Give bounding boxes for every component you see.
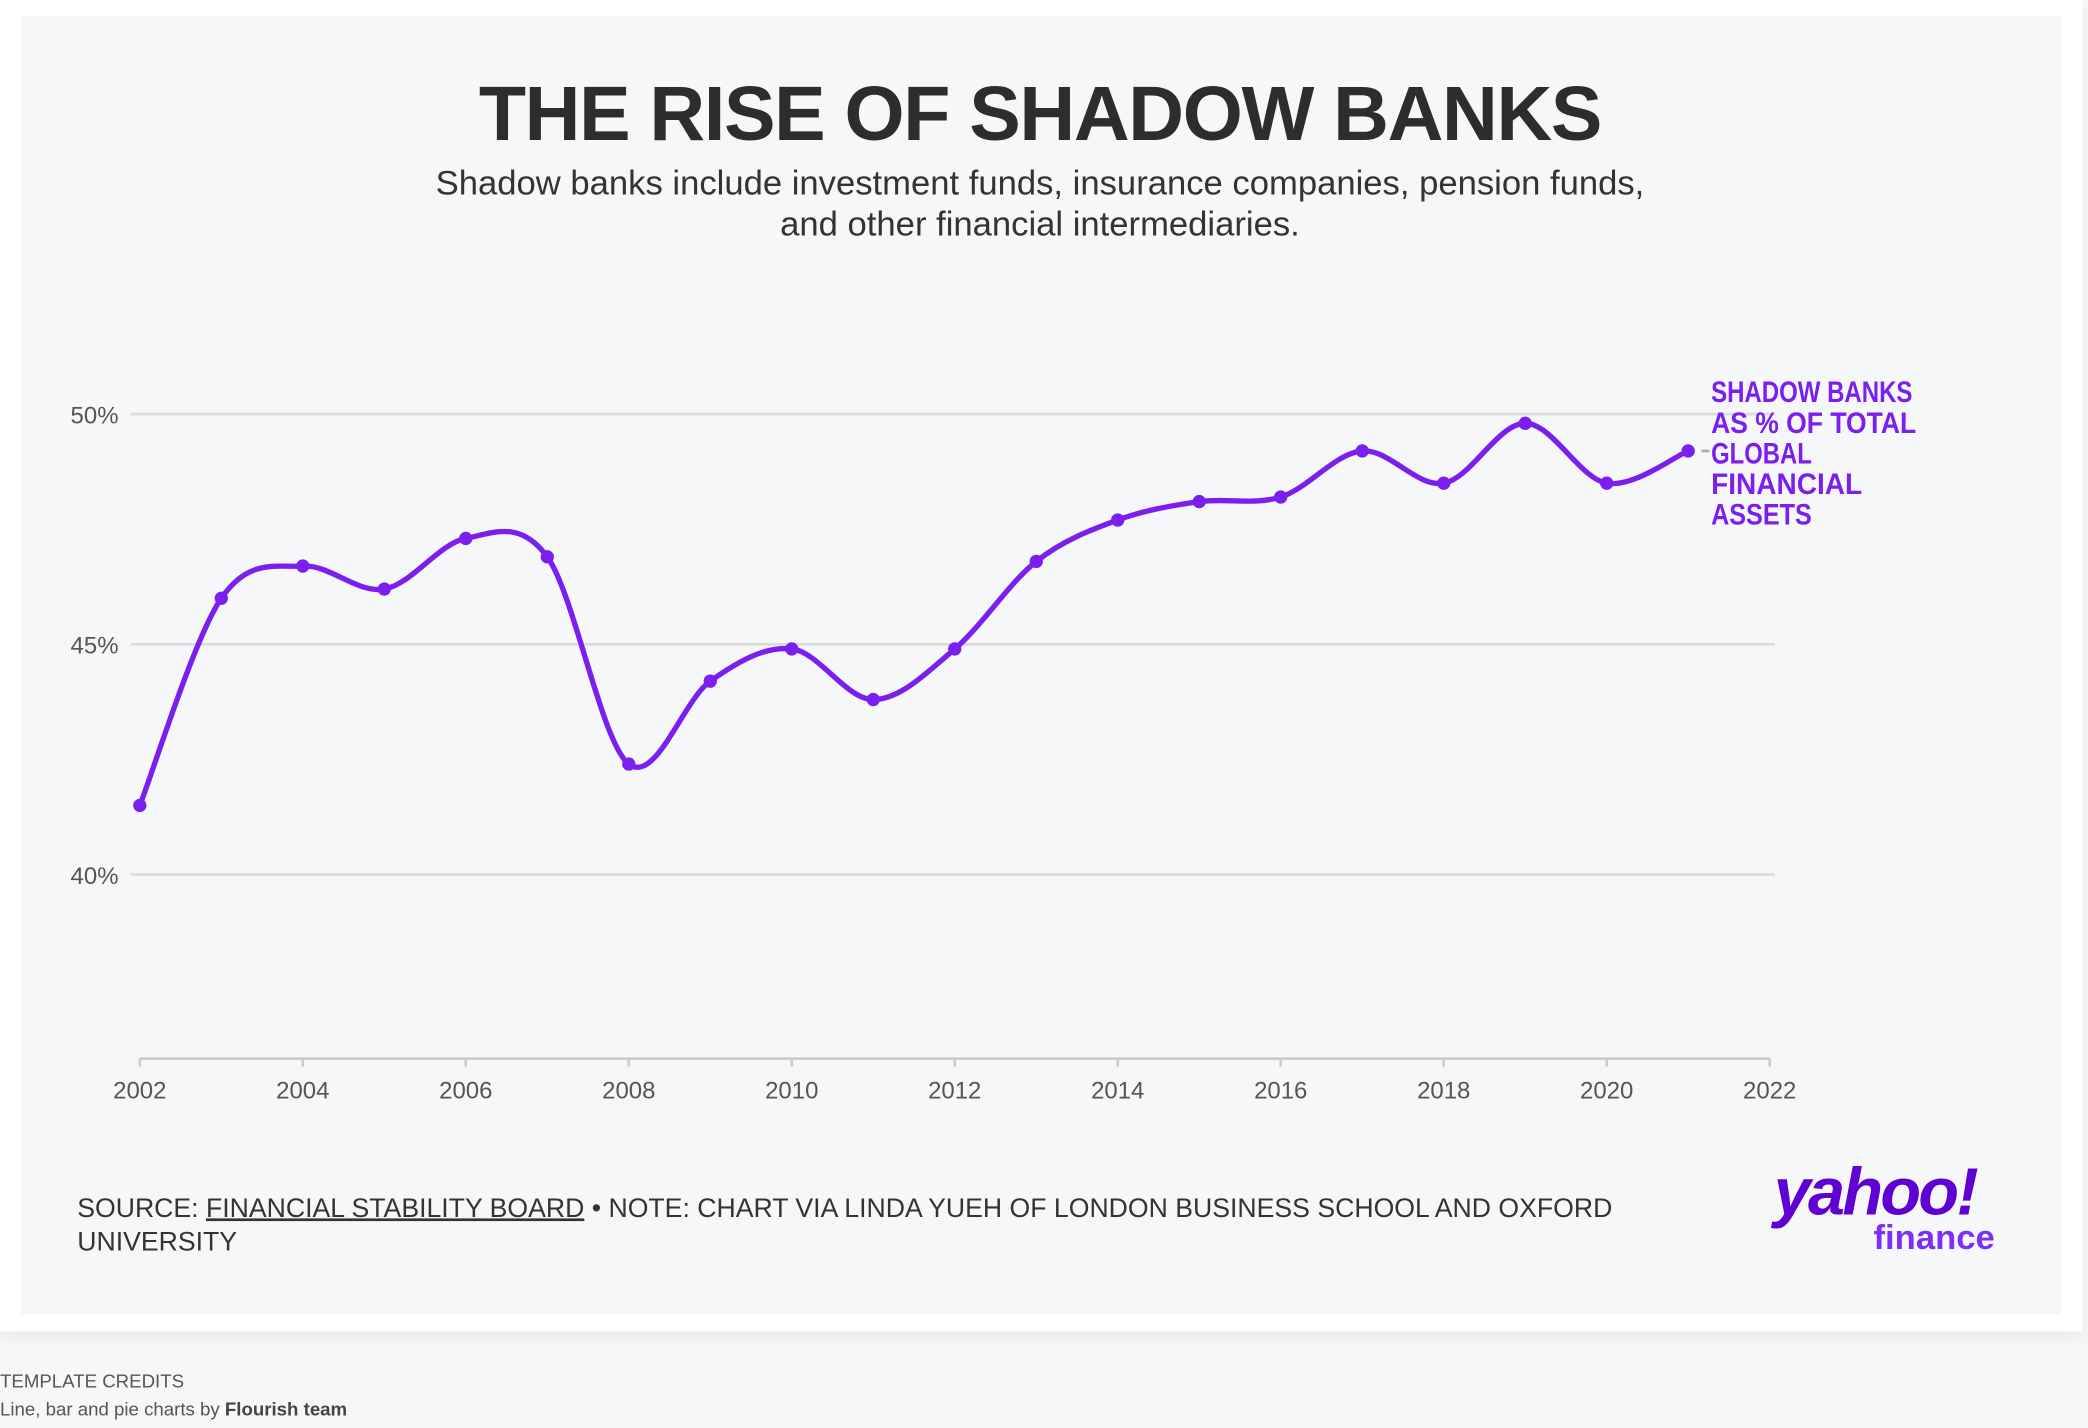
data-point [214, 591, 228, 605]
data-point [1518, 416, 1532, 430]
line-chart: 40% 45% 50% 2002 2004 2006 2008 2010 2012 2014 201… [71, 376, 1917, 1105]
data-point [540, 550, 554, 564]
credits-author[interactable]: Flourish team [224, 1398, 348, 1420]
data-point [1600, 476, 1614, 490]
y-tick-label: 45% [71, 633, 119, 660]
credits-heading: TEMPLATE CREDITS [0, 1370, 185, 1392]
x-tick-label: 2022 [1743, 1078, 1796, 1105]
chart-title: THE RISE OF SHADOW BANKS [478, 70, 1603, 158]
x-tick-label: 2006 [439, 1078, 492, 1105]
credits-text: Line, bar and pie charts by Flourish tea… [0, 1396, 347, 1424]
x-tick-label: 2008 [602, 1078, 655, 1105]
chart-panel [21, 15, 2062, 1315]
series-label: SHADOW BANKS [1711, 376, 1912, 409]
series-line [137, 420, 1690, 807]
source-note-text: • NOTE: CHART VIA LINDA YUEH OF LONDON B… [77, 1194, 1613, 1258]
x-tick-label: 2010 [765, 1078, 818, 1105]
x-tick-label: 2014 [1091, 1078, 1144, 1105]
data-point [459, 531, 473, 546]
x-tick-label: 2012 [928, 1078, 981, 1105]
data-point [1274, 490, 1288, 504]
data-point [296, 559, 310, 573]
series-label: AS % OF TOTAL [1711, 407, 1916, 440]
data-point [948, 642, 962, 656]
series-label: FINANCIAL [1711, 468, 1862, 501]
data-point [1029, 554, 1043, 569]
y-tick-label: 50% [71, 402, 119, 429]
source-note: SOURCE: FINANCIAL STABILITY BOARD • NOTE… [77, 1193, 1648, 1260]
data-point [622, 757, 636, 771]
data-point [1111, 513, 1125, 527]
template-credits: TEMPLATE CREDITS Line, bar and pie chart… [0, 1368, 347, 1424]
series-label: ASSETS [1711, 499, 1812, 532]
chart-subtitle: Shadow banks include investment funds, i… [0, 162, 2080, 245]
logo-main: yahoo! [1773, 1154, 1979, 1230]
data-point [785, 642, 799, 656]
data-point [1437, 476, 1451, 490]
data-point [133, 798, 147, 813]
x-tick-label: 2002 [113, 1078, 166, 1105]
data-point [1681, 444, 1695, 458]
x-tick-label: 2004 [276, 1078, 329, 1105]
credits-label: Line, bar and pie charts by [0, 1398, 225, 1420]
logo-sub: finance [1873, 1217, 1995, 1258]
x-tick-label: 2020 [1580, 1078, 1633, 1105]
subtitle-line: Shadow banks include investment funds, i… [435, 162, 1645, 203]
x-tick-label: 2018 [1417, 1078, 1470, 1105]
data-point [703, 674, 717, 688]
source-prefix: SOURCE: [77, 1194, 206, 1224]
data-point [1192, 494, 1206, 509]
subtitle-line: and other financial intermediaries. [780, 203, 1300, 244]
series-label: GLOBAL [1711, 437, 1812, 470]
x-tick-label: 2016 [1254, 1078, 1307, 1105]
data-point [1355, 444, 1369, 458]
data-point [866, 692, 880, 707]
data-point [377, 582, 391, 596]
y-tick-label: 40% [71, 863, 119, 890]
source-link[interactable]: FINANCIAL STABILITY BOARD [205, 1194, 585, 1224]
yahoo-finance-logo: yahoo! finance [1774, 1154, 2014, 1262]
